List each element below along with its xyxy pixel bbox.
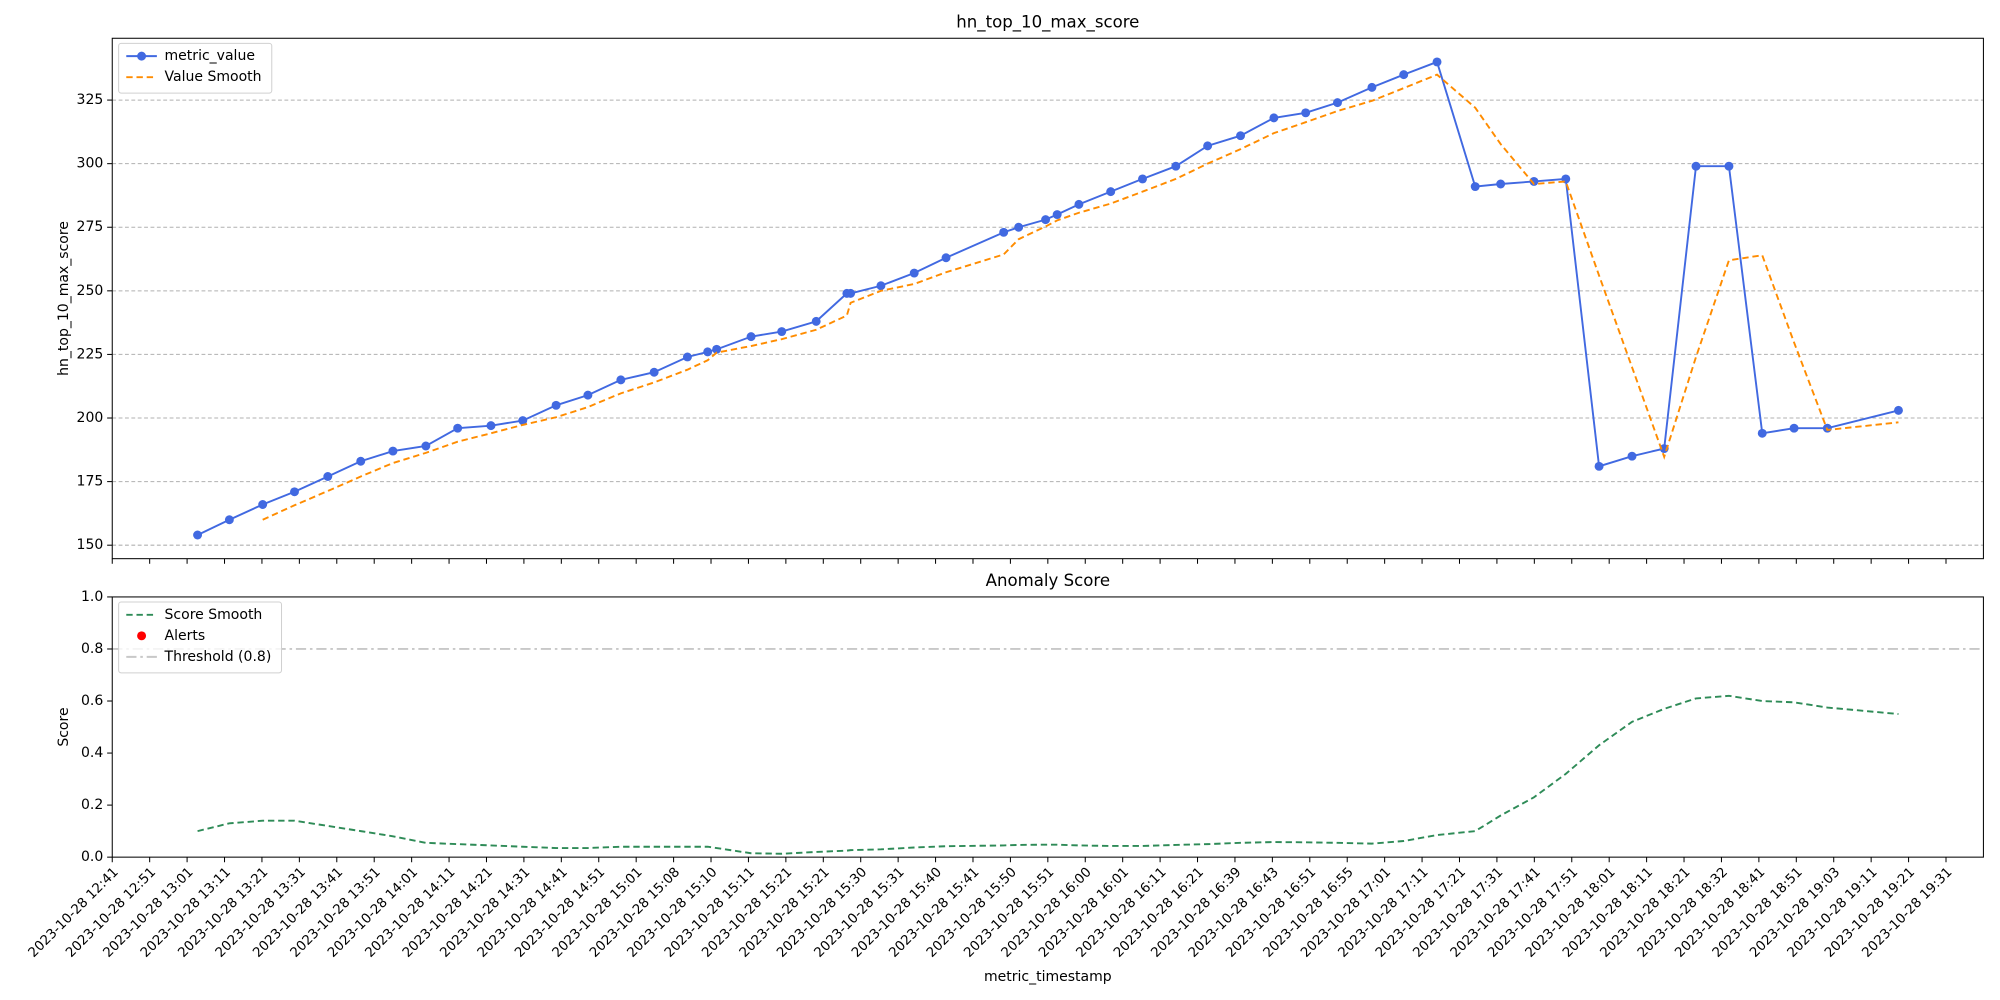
data-point xyxy=(876,281,886,291)
legend-box xyxy=(118,42,273,94)
data-point xyxy=(999,227,1009,237)
data-point xyxy=(1106,187,1116,197)
data-point xyxy=(682,352,692,362)
y-axis-label: hn_top_10_max_score xyxy=(56,221,72,376)
y-tick-label: 200 xyxy=(77,410,104,426)
data-point xyxy=(583,390,593,400)
data-point xyxy=(1432,57,1442,67)
data-point xyxy=(1269,113,1279,123)
data-point xyxy=(1367,82,1377,92)
data-point xyxy=(1724,161,1734,171)
data-point xyxy=(1894,405,1903,415)
y-tick-label: 0.2 xyxy=(81,797,103,813)
data-point xyxy=(356,456,366,466)
data-point xyxy=(616,375,626,385)
data-point xyxy=(746,332,756,342)
data-point xyxy=(1627,451,1637,461)
data-point xyxy=(1236,131,1246,141)
y-tick-label: 225 xyxy=(77,346,104,362)
y-tick-label: 325 xyxy=(77,92,104,108)
data-point xyxy=(1138,174,1147,184)
data-point xyxy=(712,344,722,354)
data-point xyxy=(421,441,431,451)
data-point xyxy=(649,367,659,377)
data-point xyxy=(453,423,463,433)
data-point xyxy=(1203,141,1213,151)
data-point xyxy=(1594,461,1604,471)
y-tick-label: 275 xyxy=(77,219,104,235)
legend-label: metric_value xyxy=(165,48,255,64)
y-tick-label: 150 xyxy=(77,537,104,553)
data-point xyxy=(846,288,856,298)
data-point xyxy=(258,500,268,509)
axes-frame xyxy=(111,37,1984,560)
legend-label: Threshold (0.8) xyxy=(164,649,272,665)
data-point xyxy=(941,253,951,263)
data-point xyxy=(1074,199,1084,209)
legend-marker xyxy=(137,51,147,61)
data-point xyxy=(1757,428,1767,438)
data-point xyxy=(811,316,821,326)
y-tick-label: 1.0 xyxy=(81,589,103,605)
data-point xyxy=(1014,222,1024,232)
data-point xyxy=(1529,177,1539,186)
data-point xyxy=(703,347,713,357)
data-point xyxy=(388,446,398,456)
chart-title: hn_top_10_max_score xyxy=(956,12,1139,32)
data-point xyxy=(909,268,919,278)
legend-label: Value Smooth xyxy=(165,69,262,85)
data-point xyxy=(290,487,299,497)
data-point xyxy=(1171,161,1181,171)
data-point xyxy=(1496,179,1506,189)
y-axis-label: Score xyxy=(56,707,72,746)
data-point xyxy=(1333,98,1342,108)
y-tick-label: 0.6 xyxy=(81,693,103,709)
data-point xyxy=(224,515,234,525)
legend-marker xyxy=(137,631,147,641)
y-tick-label: 300 xyxy=(77,156,104,172)
series-line xyxy=(197,694,1899,855)
data-point xyxy=(518,416,528,426)
legend-label: Alerts xyxy=(165,628,206,644)
x-axis-label: metric_timestamp xyxy=(984,969,1112,985)
series-line xyxy=(197,60,1899,536)
y-tick-label: 0.4 xyxy=(81,745,103,761)
data-point xyxy=(1052,210,1062,219)
axes-frame xyxy=(111,596,1984,858)
data-point xyxy=(486,421,496,431)
y-tick-label: 0.0 xyxy=(81,849,103,865)
y-tick-label: 175 xyxy=(77,474,104,490)
chart-title: Anomaly Score xyxy=(986,571,1110,590)
legend-label: Score Smooth xyxy=(165,607,263,623)
data-point xyxy=(777,327,787,336)
series-line xyxy=(262,73,1899,521)
data-point xyxy=(1470,182,1480,192)
y-tick-label: 250 xyxy=(77,283,104,299)
y-tick-label: 0.8 xyxy=(81,641,103,657)
data-point xyxy=(193,530,203,540)
data-point xyxy=(1789,423,1799,433)
data-point xyxy=(551,400,561,410)
legend-box xyxy=(118,601,283,674)
data-point xyxy=(1691,161,1701,171)
data-point xyxy=(1399,70,1409,80)
data-point xyxy=(323,472,333,481)
data-point xyxy=(1301,108,1311,118)
data-point xyxy=(1041,215,1051,225)
